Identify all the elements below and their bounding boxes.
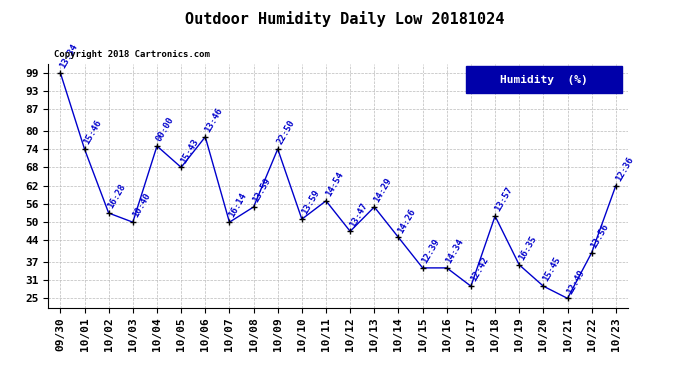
Text: 12:49: 12:49 <box>565 268 586 296</box>
Text: 14:54: 14:54 <box>324 170 345 198</box>
Text: 14:29: 14:29 <box>372 176 393 204</box>
Text: 13:34: 13:34 <box>58 42 79 70</box>
Text: 16:14: 16:14 <box>227 192 248 219</box>
Text: 12:36: 12:36 <box>613 155 635 183</box>
Text: 13:59: 13:59 <box>299 189 321 216</box>
Text: 15:45: 15:45 <box>541 256 562 284</box>
FancyBboxPatch shape <box>466 66 622 93</box>
Text: 15:43: 15:43 <box>179 137 200 165</box>
Text: 12:42: 12:42 <box>469 256 490 284</box>
Text: 22:50: 22:50 <box>275 118 297 146</box>
Text: 10:40: 10:40 <box>130 192 152 219</box>
Text: 13:57: 13:57 <box>493 186 514 213</box>
Text: 13:56: 13:56 <box>589 222 611 250</box>
Text: Copyright 2018 Cartronics.com: Copyright 2018 Cartronics.com <box>54 50 210 59</box>
Text: Outdoor Humidity Daily Low 20181024: Outdoor Humidity Daily Low 20181024 <box>186 11 504 27</box>
Text: 12:39: 12:39 <box>420 237 442 265</box>
Text: Humidity  (%): Humidity (%) <box>500 75 588 85</box>
Text: 14:26: 14:26 <box>396 207 417 235</box>
Text: 13:46: 13:46 <box>203 106 224 134</box>
Text: 00:00: 00:00 <box>155 116 176 143</box>
Text: 16:35: 16:35 <box>517 234 538 262</box>
Text: 13:59: 13:59 <box>251 176 273 204</box>
Text: 13:47: 13:47 <box>348 201 369 228</box>
Text: 14:34: 14:34 <box>444 237 466 265</box>
Text: 16:28: 16:28 <box>106 183 128 210</box>
Text: 15:46: 15:46 <box>82 118 104 146</box>
